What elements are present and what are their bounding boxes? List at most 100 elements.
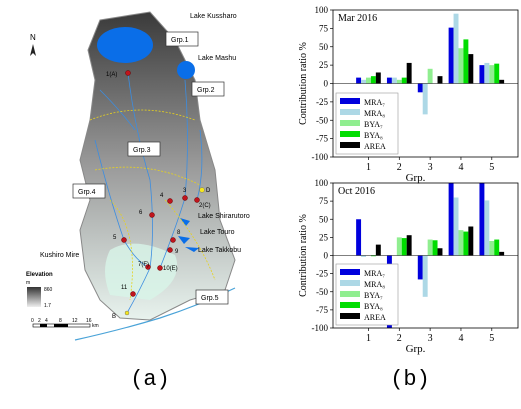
y-tick-label: 100 — [315, 5, 329, 15]
bar — [407, 63, 412, 84]
bar — [387, 78, 392, 84]
lake-label: Lake Kussharo — [190, 13, 237, 20]
bar — [361, 80, 366, 84]
bar — [428, 240, 433, 256]
bar — [454, 14, 459, 84]
x-tick-label: 1 — [366, 333, 371, 344]
bar — [489, 241, 494, 256]
bar — [423, 84, 428, 115]
bar — [402, 238, 407, 255]
x-tick-label: 4 — [458, 162, 463, 173]
bar — [423, 256, 428, 297]
group-label: Grp.5 — [201, 295, 219, 302]
scale-unit: km — [92, 323, 99, 329]
y-tick-label: 75 — [319, 23, 329, 33]
legend-swatch — [340, 291, 360, 297]
legend-label: BYA₈ — [364, 131, 383, 140]
map: Lake Kussharo Lake Mashu Lake Shirarutor… — [26, 12, 250, 340]
y-tick-label: -50 — [316, 287, 328, 297]
legend-unit: m — [26, 280, 30, 286]
bar — [371, 76, 376, 83]
station — [122, 238, 127, 243]
station — [195, 198, 200, 203]
group-label: Grp.4 — [78, 189, 96, 196]
lake-mashu — [177, 61, 195, 79]
y-tick-label: 25 — [319, 60, 329, 70]
bar — [499, 80, 504, 84]
station — [125, 311, 129, 315]
station-label: 1(A) — [106, 72, 117, 78]
legend-swatch — [340, 269, 360, 275]
legend-swatch — [340, 131, 360, 137]
x-tick-label: 5 — [489, 333, 494, 344]
page: Lake Kussharo Lake Mashu Lake Shirarutor… — [0, 0, 521, 409]
north-label: N — [30, 33, 36, 42]
y-tick-label: -50 — [316, 115, 328, 125]
bar — [463, 232, 468, 256]
bar — [433, 240, 438, 255]
bar — [418, 256, 423, 280]
station-label: 2(C) — [199, 203, 211, 209]
station — [150, 213, 155, 218]
bar — [499, 252, 504, 256]
station-label: 7(F) — [138, 262, 149, 268]
bar — [397, 80, 402, 84]
legend-title: Elevation — [26, 272, 53, 278]
y-tick-label: 50 — [319, 42, 329, 52]
y-tick-label: -100 — [312, 152, 329, 162]
legend-label: MRA₈ — [364, 109, 385, 118]
station — [171, 238, 176, 243]
station-label: B — [112, 314, 116, 320]
north-arrow — [30, 44, 36, 56]
bar — [438, 248, 443, 255]
group-label: Grp.3 — [133, 147, 151, 154]
bar — [468, 54, 473, 83]
x-tick-label: 2 — [397, 162, 402, 173]
bar — [402, 78, 407, 84]
x-tick-label: 2 — [397, 333, 402, 344]
station-label: 10(E) — [163, 266, 178, 272]
chart: -100-75-50-25025507510012345Grp.Contribu… — [298, 5, 518, 184]
bar — [484, 200, 489, 255]
bar — [458, 48, 463, 83]
x-axis-label: Grp. — [406, 172, 426, 184]
panel-label: (a) — [130, 367, 170, 392]
station-label: 11 — [121, 285, 128, 291]
scale-label: 16 — [86, 318, 92, 324]
station — [183, 196, 188, 201]
bar — [494, 64, 499, 84]
legend-swatch — [340, 142, 360, 148]
legend-label: BYA₈ — [364, 302, 383, 311]
bar — [356, 78, 361, 84]
x-axis-label: Grp. — [406, 343, 426, 355]
lake-label: Lake Shirarutoro — [198, 213, 250, 220]
scale-label: 0 — [31, 318, 34, 324]
y-tick-label: -25 — [316, 97, 328, 107]
legend-label: MRA₇ — [364, 269, 385, 278]
lake-label: Kushiro Mire — [40, 252, 79, 259]
legend-swatch — [340, 109, 360, 115]
scale-bar — [54, 324, 68, 327]
x-tick-label: 5 — [489, 162, 494, 173]
bar — [479, 65, 484, 83]
lake-kussharo — [97, 27, 153, 63]
scale-label: 8 — [59, 318, 62, 324]
station — [131, 292, 136, 297]
y-tick-label: -100 — [312, 323, 329, 333]
y-tick-label: 0 — [324, 79, 329, 89]
legend-high: 860 — [44, 287, 53, 293]
scale-bar — [40, 324, 47, 327]
y-tick-label: 0 — [324, 251, 329, 261]
y-tick-label: 75 — [319, 196, 329, 206]
station — [168, 248, 173, 253]
bar — [376, 245, 381, 256]
legend-swatch — [340, 280, 360, 286]
x-tick-label: 3 — [428, 333, 433, 344]
figure: Lake Kussharo Lake Mashu Lake Shirarutor… — [0, 0, 521, 409]
y-tick-label: 50 — [319, 214, 329, 224]
y-axis-label: Contribution ratio % — [298, 214, 309, 297]
bar — [376, 72, 381, 83]
bar — [407, 235, 412, 255]
bar — [428, 69, 433, 84]
